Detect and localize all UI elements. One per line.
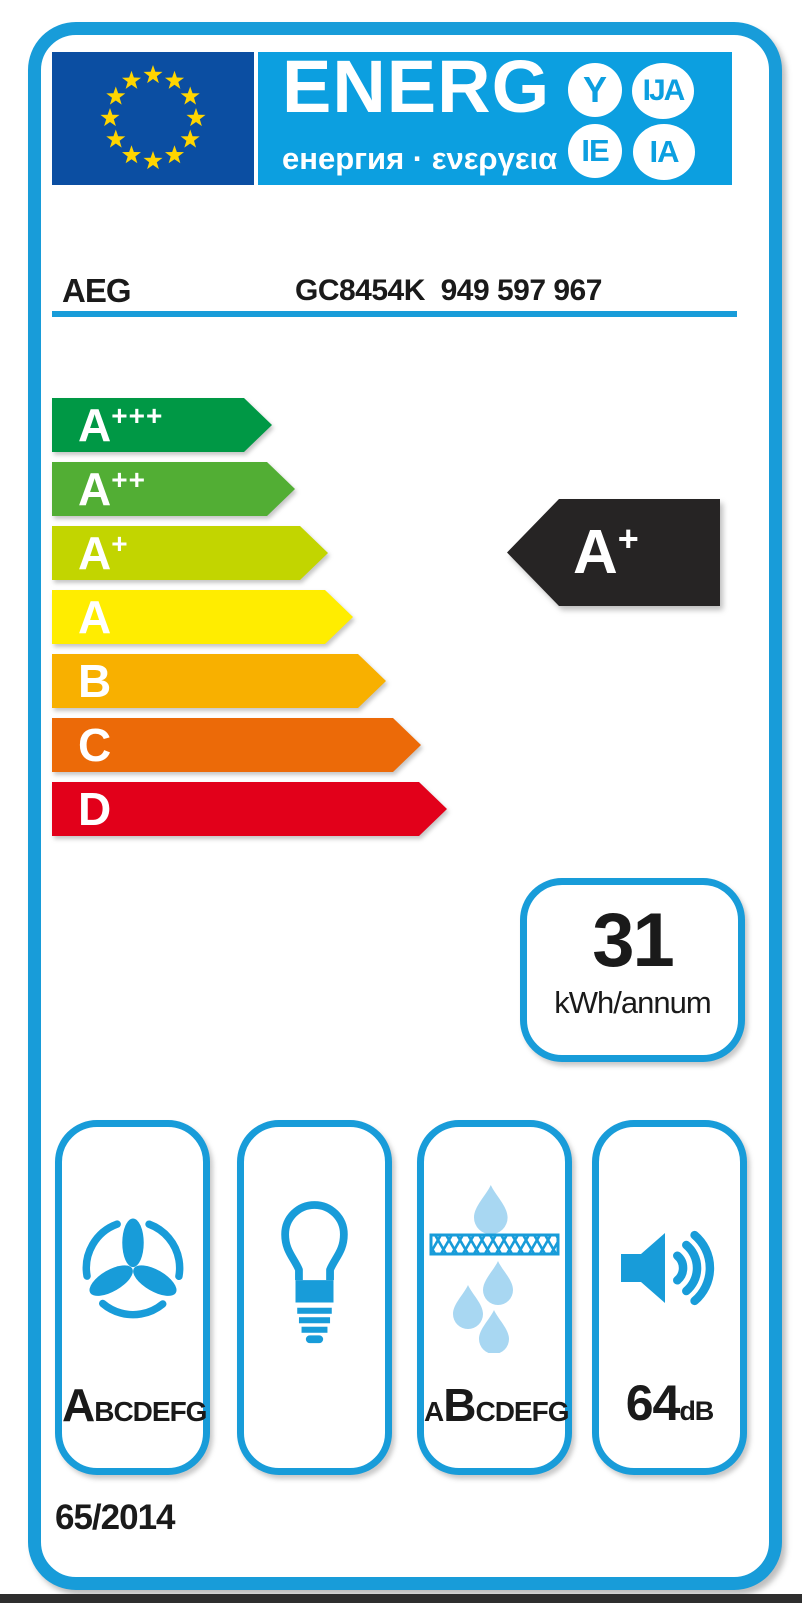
class-arrow-a+: A + xyxy=(52,526,328,580)
language-bubble-ia: IA xyxy=(633,124,695,180)
rating-letter: A xyxy=(573,517,618,587)
language-bubble-y: Y xyxy=(568,63,622,117)
brand-name: AEG xyxy=(62,272,132,309)
regulation-number: 65/2014 xyxy=(55,1498,176,1537)
consumption-unit: kWh/annum xyxy=(554,984,711,1020)
energ-languages: енергия · ενεργεια xyxy=(282,141,558,176)
speaker-icon xyxy=(620,1230,714,1305)
class-arrow-a+++: A +++ xyxy=(52,398,272,452)
energ-banner: ENERG енергия · ενεργεια Y IJA IE IA xyxy=(258,46,732,185)
fluid-dynamic-efficiency-box: ABCDEFG xyxy=(55,1120,210,1475)
grease-filter-icon xyxy=(429,1185,560,1353)
grease-filtering-efficiency-box: ABCDEFG xyxy=(417,1120,572,1475)
energy-consumption-box: 31 kWh/annum xyxy=(520,878,745,1062)
eu-flag xyxy=(52,52,254,185)
lighting-efficiency-box xyxy=(237,1120,392,1475)
fan-icon xyxy=(82,1217,183,1319)
language-bubble-ija: IJA xyxy=(632,63,694,119)
consumption-value: 31 xyxy=(592,898,675,983)
rating-suffix: + xyxy=(617,517,639,559)
noise-value: 64dB xyxy=(625,1375,715,1431)
model-number: GC8454K 949 597 967 xyxy=(295,274,602,307)
fluid-dynamic-grade: ABCDEFG xyxy=(62,1379,207,1431)
class-arrow-a++: A ++ xyxy=(52,462,295,516)
header-divider xyxy=(52,311,737,317)
class-arrow-b: B xyxy=(52,654,386,708)
energ-text: ENERG xyxy=(282,45,551,128)
light-bulb-icon xyxy=(281,1201,348,1344)
language-bubble-ie: IE xyxy=(568,124,622,178)
class-arrow-a: A xyxy=(52,590,353,644)
screenshot-bottom-strip xyxy=(0,1594,802,1603)
class-arrow-c: C xyxy=(52,718,421,772)
product-rating-arrow: A + xyxy=(507,499,720,606)
grease-filtering-grade: ABCDEFG xyxy=(424,1379,569,1431)
noise-box: 64dB xyxy=(592,1120,747,1475)
class-arrow-d: D xyxy=(52,782,447,836)
